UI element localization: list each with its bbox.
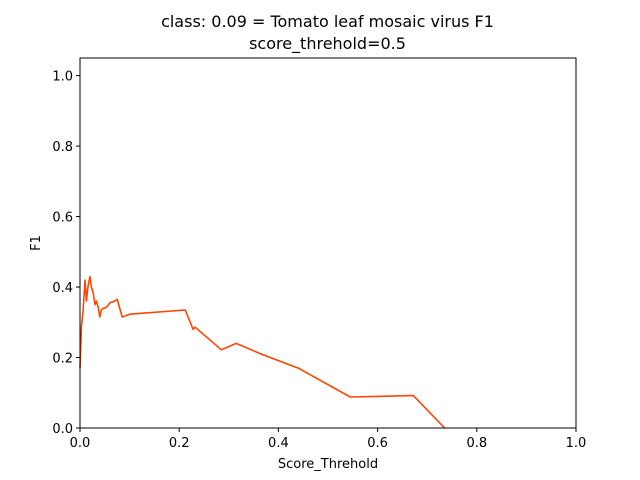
series-layer (79, 275, 446, 429)
x-tick-label: 0.0 (70, 436, 91, 451)
x-tick-label: 0.4 (268, 436, 289, 451)
x-tick-label: 0.8 (466, 436, 487, 451)
y-tick-label: 0.8 (52, 140, 73, 155)
x-axis-label: Score_Threhold (278, 457, 378, 472)
y-tick-label: 0.6 (52, 211, 73, 226)
plot-area-background (80, 58, 576, 428)
y-axis-label: F1 (29, 235, 44, 251)
chart-title-line-2: score_threhold=0.5 (249, 34, 406, 53)
plot-frame (79, 57, 577, 429)
y-tick-label: 0.0 (52, 422, 73, 437)
y-tick-label: 0.2 (52, 352, 73, 367)
x-tick-label: 1.0 (566, 436, 587, 451)
x-axis: 0.0 0.2 0.4 0.6 0.8 1.0 (70, 428, 587, 451)
y-tick-label: 0.4 (52, 281, 73, 296)
chart-title-line-1: class: 0.09 = Tomato leaf mosaic virus F… (161, 12, 494, 31)
y-tick-label: 1.0 (52, 70, 73, 85)
f1-series-line (79, 275, 446, 429)
x-tick-label: 0.2 (169, 436, 190, 451)
x-tick-label: 0.6 (367, 436, 388, 451)
y-axis: 0.0 0.2 0.4 0.6 0.8 1.0 (52, 70, 80, 437)
